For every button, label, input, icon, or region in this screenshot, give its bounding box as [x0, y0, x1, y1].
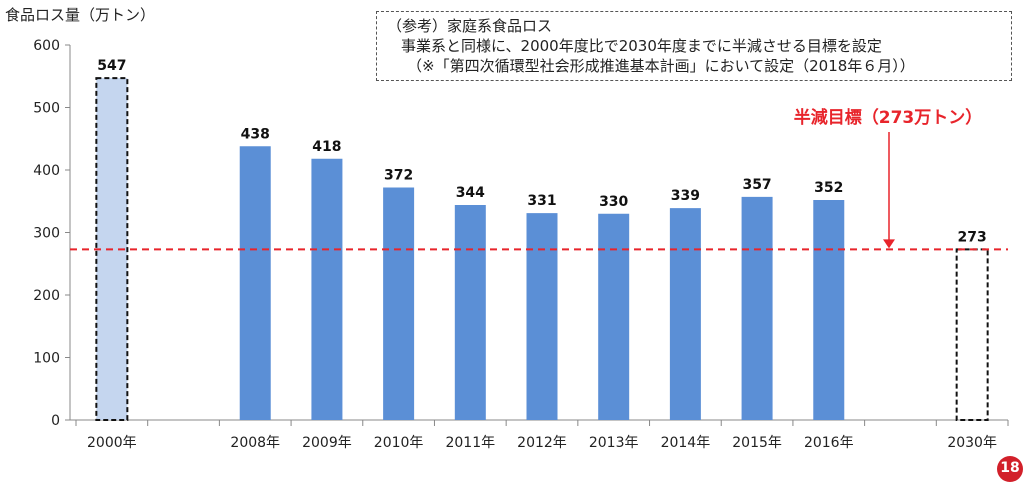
y-tick-label: 500	[33, 101, 60, 117]
data-label: 339	[671, 188, 700, 204]
bar-2030年	[955, 248, 989, 421]
x-tick-label: 2014年	[661, 435, 711, 451]
y-tick-label: 200	[33, 288, 60, 304]
bar-2009年	[311, 158, 343, 420]
y-tick-label: 0	[51, 413, 60, 429]
bar-2012年	[526, 213, 558, 420]
bar-2011年	[454, 205, 486, 420]
note-line-1: （参考）家庭系食品ロス	[387, 17, 553, 35]
bar-2014年	[669, 208, 701, 420]
x-tick-label: 2011年	[445, 435, 495, 451]
data-label: 352	[814, 180, 843, 196]
y-axis-title: 食品ロス量（万トン）	[5, 6, 155, 24]
bar-2010年	[383, 187, 415, 420]
y-tick-label: 600	[33, 38, 60, 54]
data-label: 438	[241, 126, 270, 142]
note-line-3: （※「第四次循環型社会形成推進基本計画」において設定（2018年６月））	[407, 57, 915, 75]
target-arrowhead	[883, 239, 895, 249]
y-tick-label: 100	[33, 351, 60, 367]
bar-2008年	[239, 146, 271, 420]
x-tick-label: 2030年	[947, 435, 997, 451]
y-tick-label: 400	[33, 163, 60, 179]
data-label: 344	[456, 185, 485, 201]
x-tick-label: 2009年	[302, 435, 352, 451]
data-label: 273	[958, 229, 987, 245]
note-line-2: 事業系と同様に、2000年度比で2030年度までに半減させる目標を設定	[401, 37, 882, 55]
page-number-badge: 18	[997, 456, 1023, 482]
y-tick-label: 300	[33, 226, 60, 242]
bar-2013年	[598, 213, 630, 420]
data-label: 330	[599, 194, 628, 210]
reference-note-box: （参考）家庭系食品ロス 事業系と同様に、2000年度比で2030年度までに半減さ…	[376, 11, 1012, 81]
bar-2016年	[813, 200, 845, 420]
data-label: 372	[384, 168, 413, 184]
data-label: 357	[742, 177, 771, 193]
target-label: 半減目標（273万トン）	[794, 107, 983, 128]
x-tick-label: 2013年	[589, 435, 639, 451]
x-tick-label: 2008年	[230, 435, 280, 451]
data-label: 331	[527, 193, 556, 209]
x-tick-label: 2015年	[732, 435, 782, 451]
bar-2015年	[741, 196, 773, 420]
x-tick-label: 2012年	[517, 435, 567, 451]
x-tick-label: 2016年	[804, 435, 854, 451]
x-tick-label: 2010年	[374, 435, 424, 451]
data-label: 547	[97, 58, 126, 74]
x-tick-label: 2000年	[87, 435, 137, 451]
data-label: 418	[312, 139, 341, 155]
